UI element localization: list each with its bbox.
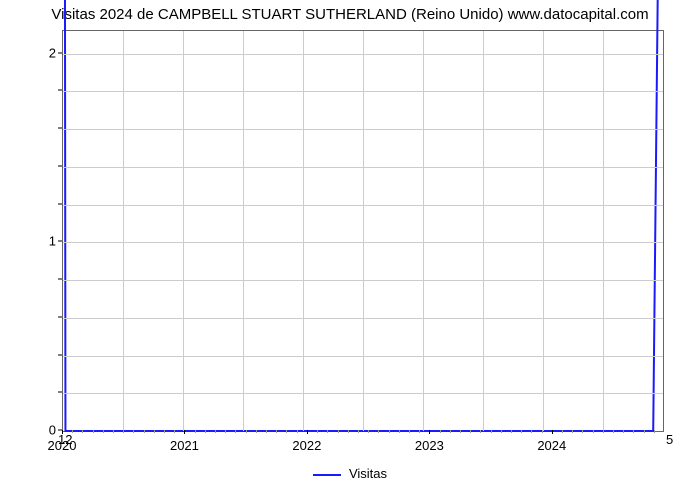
x-tick-label: 2020: [48, 438, 77, 453]
x-tick-label: 2022: [292, 438, 321, 453]
chart-title: Visitas 2024 de CAMPBELL STUART SUTHERLA…: [0, 6, 700, 23]
endpoint-label-right: 5: [666, 432, 673, 447]
y-tick-label: 2: [0, 45, 56, 60]
y-tick-label: 1: [0, 234, 56, 249]
x-tick-label: 2024: [537, 438, 566, 453]
x-tick-label: 2021: [170, 438, 199, 453]
legend: Visitas: [0, 466, 700, 481]
legend-swatch: [313, 474, 341, 476]
y-tick-label: 0: [0, 423, 56, 438]
plot-area: [62, 30, 664, 432]
x-tick-label: 2023: [415, 438, 444, 453]
legend-label: Visitas: [349, 466, 387, 481]
